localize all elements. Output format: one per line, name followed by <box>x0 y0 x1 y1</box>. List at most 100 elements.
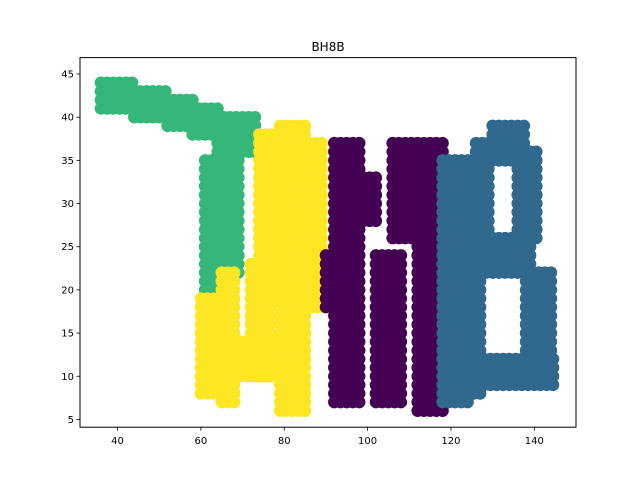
data-point <box>232 188 245 202</box>
x-tick-label: 120 <box>441 436 460 447</box>
data-point <box>394 266 408 279</box>
data-point <box>530 180 543 193</box>
data-point <box>232 180 245 193</box>
data-point <box>461 395 474 409</box>
data-point <box>332 249 345 262</box>
data-point <box>473 326 487 340</box>
data-point <box>228 266 241 279</box>
data-point <box>263 352 276 366</box>
data-point <box>298 395 312 409</box>
data-point <box>394 352 408 366</box>
data-point <box>263 361 276 374</box>
data-point <box>544 352 558 366</box>
x-tick-label: 80 <box>278 436 291 447</box>
data-point <box>482 171 495 184</box>
x-axis: 40 60 80 100 120 140 <box>111 427 544 447</box>
data-point <box>544 344 558 357</box>
data-point <box>332 257 345 271</box>
data-point <box>394 249 408 262</box>
data-point <box>298 404 312 417</box>
data-point <box>544 292 558 305</box>
data-point <box>353 318 366 331</box>
data-point <box>315 145 328 158</box>
data-point <box>369 214 383 228</box>
data-point <box>232 223 245 236</box>
data-point <box>517 119 531 133</box>
data-point <box>482 180 495 193</box>
data-point <box>315 180 328 193</box>
data-point <box>394 326 408 340</box>
series-2 <box>319 136 449 417</box>
data-point <box>530 188 543 202</box>
data-point <box>228 309 241 323</box>
data-point <box>232 249 245 262</box>
data-point <box>353 309 366 323</box>
data-point <box>353 395 366 409</box>
data-point <box>523 249 537 262</box>
series-0 <box>94 76 262 305</box>
plot-frame <box>79 57 577 428</box>
data-point <box>332 300 345 314</box>
data-point <box>332 275 345 288</box>
data-point <box>394 361 408 374</box>
data-point <box>394 378 408 392</box>
data-point <box>394 275 408 288</box>
data-point <box>232 231 245 245</box>
data-point <box>315 154 328 167</box>
y-tick-label: 40 <box>61 113 74 124</box>
data-point <box>544 335 558 348</box>
data-point <box>353 335 366 348</box>
data-point <box>369 188 383 202</box>
data-point <box>232 154 245 167</box>
data-point <box>436 136 449 150</box>
data-point <box>298 387 312 400</box>
data-point <box>353 370 366 383</box>
data-point <box>517 128 531 141</box>
x-tick-label: 40 <box>111 436 124 447</box>
data-point <box>530 223 543 236</box>
data-point <box>353 136 366 150</box>
y-tick-label: 15 <box>61 329 74 340</box>
data-point <box>298 309 312 323</box>
data-point <box>228 318 241 331</box>
data-point <box>315 171 328 184</box>
data-point <box>315 188 328 202</box>
data-point <box>369 180 383 193</box>
data-point <box>369 205 383 219</box>
data-point <box>298 318 312 331</box>
data-point <box>315 197 328 210</box>
data-point <box>263 370 276 383</box>
data-point <box>232 171 245 184</box>
data-point <box>315 231 328 245</box>
data-point <box>263 309 276 323</box>
data-point <box>232 162 245 176</box>
data-point <box>394 335 408 348</box>
data-point <box>228 292 241 305</box>
data-point <box>530 231 543 245</box>
data-point <box>315 205 328 219</box>
points-layer <box>94 76 560 417</box>
data-point <box>394 387 408 400</box>
data-point <box>263 318 276 331</box>
data-point <box>232 145 245 158</box>
data-point <box>482 197 495 210</box>
data-point <box>263 344 276 357</box>
data-point <box>228 300 241 314</box>
y-tick-label: 5 <box>68 415 74 426</box>
y-tick-label: 10 <box>61 372 74 383</box>
data-point <box>369 171 383 184</box>
data-point <box>436 404 449 417</box>
data-point <box>353 249 366 262</box>
data-point <box>228 283 241 297</box>
data-point <box>394 318 408 331</box>
data-point <box>232 240 245 253</box>
data-point <box>315 223 328 236</box>
data-point <box>353 326 366 340</box>
data-point <box>353 154 366 167</box>
data-point <box>482 188 495 202</box>
data-point <box>232 205 245 219</box>
data-point <box>232 197 245 210</box>
data-point <box>369 197 383 210</box>
data-point <box>544 318 558 331</box>
data-point <box>544 283 558 297</box>
